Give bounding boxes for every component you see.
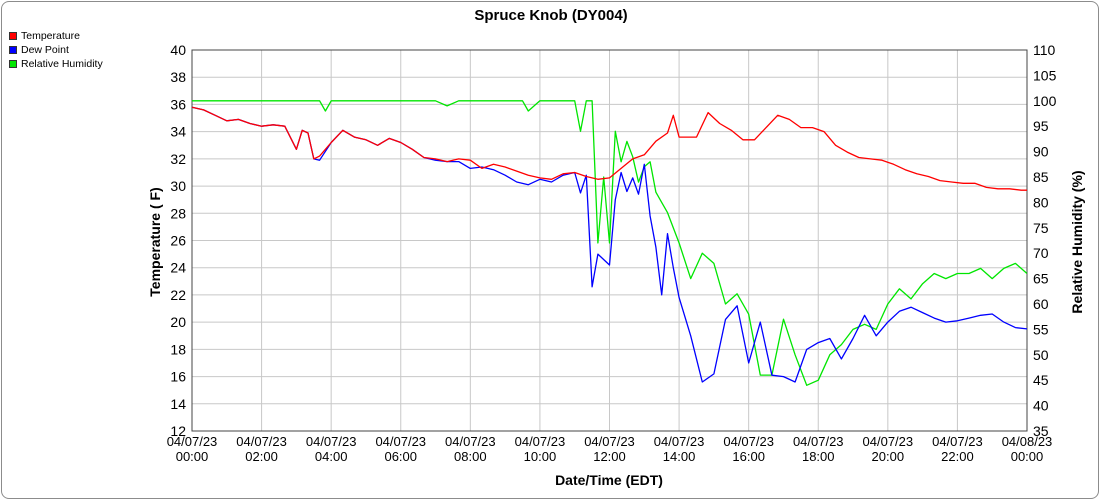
y-tick-label-left: 18 (170, 341, 186, 357)
y-tick-label-left: 26 (170, 233, 186, 249)
x-tick-label-time: 08:00 (454, 449, 487, 464)
legend-label-relative-humidity: Relative Humidity (21, 58, 103, 70)
x-tick-label-time: 02:00 (245, 449, 278, 464)
y-tick-label-right: 65 (1033, 271, 1049, 287)
series-line-relative-humidity (192, 100, 1028, 386)
gridlines (192, 50, 1027, 431)
y-tick-label-left: 38 (170, 69, 186, 85)
x-tick-label-date: 04/07/23 (863, 434, 914, 449)
y-tick-label-right: 45 (1033, 372, 1049, 388)
x-tick-label-time: 10:00 (524, 449, 557, 464)
y-axis-label-left: Temperature ( F) (147, 187, 163, 296)
x-tick-label-date: 04/07/23 (515, 434, 566, 449)
y-tick-label-right: 80 (1033, 194, 1049, 210)
y-tick-label-right: 110 (1033, 42, 1056, 58)
series-line-dew-point (191, 106, 1028, 383)
y-tick-label-right: 50 (1033, 347, 1049, 363)
x-tick-label-time: 00:00 (176, 449, 209, 464)
x-tick-label-date: 04/07/23 (932, 434, 983, 449)
y-tick-label-right: 75 (1033, 220, 1049, 236)
x-tick-label-time: 06:00 (384, 449, 417, 464)
x-axis-label: Date/Time (EDT) (555, 472, 663, 488)
y-tick-label-left: 12 (170, 423, 186, 439)
legend-item-relative-humidity: Relative Humidity (9, 57, 103, 71)
y-tick-label-left: 22 (170, 287, 186, 303)
x-tick-label-date: 04/07/23 (723, 434, 774, 449)
y-tick-label-left: 20 (170, 314, 186, 330)
x-tick-label-date: 04/07/23 (584, 434, 635, 449)
x-tick-label-date: 04/07/23 (375, 434, 426, 449)
x-tick-label-time: 20:00 (872, 449, 905, 464)
x-tick-label-date: 04/07/23 (654, 434, 705, 449)
y-tick-label-left: 30 (170, 178, 186, 194)
x-tick-label-date: 04/07/23 (793, 434, 844, 449)
y-tick-label-left: 34 (170, 124, 186, 140)
x-tick-label-date: 04/08/23 (1002, 434, 1053, 449)
chart-title: Spruce Knob (DY004) (474, 7, 627, 24)
x-tick-label-time: 12:00 (593, 449, 626, 464)
x-tick-label-time: 04:00 (315, 449, 348, 464)
x-tick-label-date: 04/07/23 (167, 434, 218, 449)
y-tick-label-left: 24 (170, 260, 186, 276)
legend-swatch-relative-humidity (9, 60, 17, 68)
plot-area-border (191, 49, 1028, 432)
y-tick-label-left: 28 (170, 205, 186, 221)
x-tick-label-date: 04/07/23 (306, 434, 357, 449)
legend-label-temperature: Temperature (21, 30, 80, 42)
y-axis-label-right: Relative Humidity (%) (1069, 170, 1085, 313)
x-tick-label-date: 04/07/23 (445, 434, 496, 449)
x-tick-label-time: 00:00 (1011, 449, 1044, 464)
series-line-temperature (191, 106, 1027, 191)
legend-swatch-temperature (9, 32, 17, 40)
y-tick-label-right: 40 (1033, 398, 1049, 414)
x-axis-tick-labels: 04/07/2300:0004/07/2302:0004/07/2304:000… (167, 434, 1053, 464)
y-tick-label-right: 90 (1033, 144, 1049, 160)
y-tick-label-right: 95 (1033, 118, 1049, 134)
left-axis-tick-labels: 12 14 16 18 20 22 24 26 28 30 32 34 36 38 40 (170, 42, 186, 439)
series-lines (191, 100, 1028, 386)
y-tick-label-right: 60 (1033, 296, 1049, 312)
legend-item-temperature: Temperature (9, 29, 103, 43)
legend-item-dew-point: Dew Point (9, 43, 103, 57)
x-tick-label-time: 22:00 (941, 449, 974, 464)
y-tick-label-left: 40 (170, 42, 186, 58)
x-tick-label-time: 18:00 (802, 449, 835, 464)
x-tick-label-time: 16:00 (732, 449, 765, 464)
y-tick-label-right: 100 (1033, 93, 1057, 109)
right-axis-tick-labels: 35 40 45 50 55 60 65 70 75 80 85 90 95 100 105 110 (1033, 42, 1057, 439)
y-tick-label-left: 36 (170, 96, 186, 112)
x-tick-label-time: 14:00 (663, 449, 696, 464)
y-tick-label-right: 85 (1033, 169, 1049, 185)
y-tick-label-right: 70 (1033, 245, 1049, 261)
y-tick-label-left: 14 (170, 396, 186, 412)
y-tick-label-right: 105 (1033, 67, 1057, 83)
y-tick-label-left: 32 (170, 151, 186, 167)
legend-swatch-dew-point (9, 46, 17, 54)
legend: Temperature Dew Point Relative Humidity (9, 29, 103, 71)
x-tick-label-date: 04/07/23 (236, 434, 287, 449)
y-tick-label-right: 55 (1033, 321, 1049, 337)
legend-label-dew-point: Dew Point (21, 44, 69, 56)
y-tick-label-right: 35 (1033, 423, 1049, 439)
y-tick-label-left: 16 (170, 369, 186, 385)
